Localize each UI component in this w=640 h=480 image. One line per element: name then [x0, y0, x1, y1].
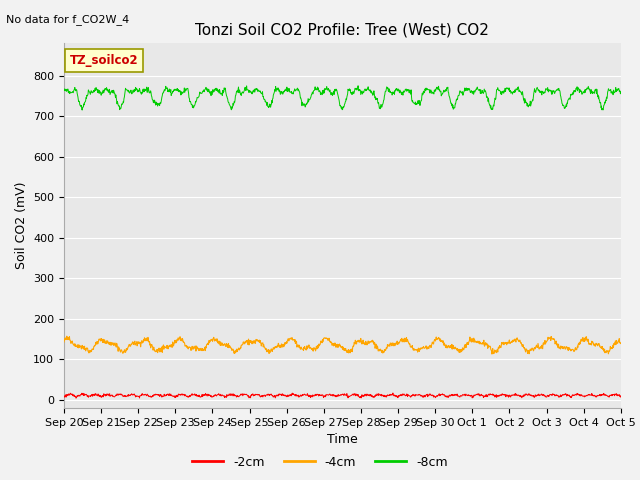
X-axis label: Time: Time: [327, 433, 358, 446]
Text: No data for f_CO2W_4: No data for f_CO2W_4: [6, 14, 130, 25]
Legend: -2cm, -4cm, -8cm: -2cm, -4cm, -8cm: [187, 451, 453, 474]
Title: Tonzi Soil CO2 Profile: Tree (West) CO2: Tonzi Soil CO2 Profile: Tree (West) CO2: [195, 23, 490, 38]
Y-axis label: Soil CO2 (mV): Soil CO2 (mV): [15, 182, 28, 269]
Text: TZ_soilco2: TZ_soilco2: [70, 54, 138, 67]
